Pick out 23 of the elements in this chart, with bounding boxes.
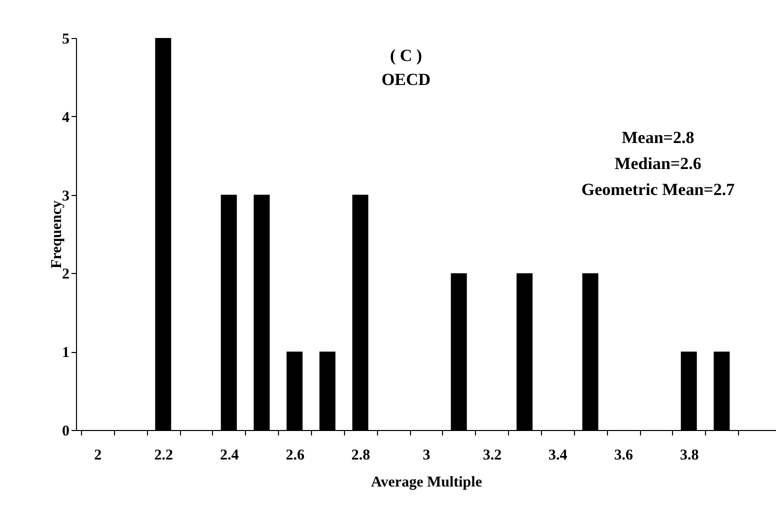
y-tick-label: 3 xyxy=(62,188,70,204)
text: ( C ) xyxy=(390,46,422,65)
y-tick-label: 5 xyxy=(62,32,70,48)
x-tick-label: 2.2 xyxy=(154,448,174,464)
x-tick-label: 3.6 xyxy=(614,448,634,464)
annotation: Median=2.6 xyxy=(614,154,702,173)
y-tick-label: 4 xyxy=(62,110,70,126)
x-tick-label: 3 xyxy=(422,448,430,464)
y-tick-label: 0 xyxy=(62,424,70,440)
annotation: Mean=2.8 xyxy=(622,128,694,147)
x-tick-label: 2 xyxy=(94,448,102,464)
x-axis-title: Average Multiple xyxy=(371,474,482,490)
x-tick-label: 3.2 xyxy=(482,448,502,464)
x-tick-label: 3.4 xyxy=(548,448,568,464)
x-tick-label: 2.6 xyxy=(286,448,305,464)
text: OECD xyxy=(381,70,431,89)
x-tick-label: 2.4 xyxy=(220,448,240,464)
y-tick-label: 1 xyxy=(62,345,70,362)
y-tick-label: 2 xyxy=(62,266,70,283)
x-tick-label: 2.8 xyxy=(351,448,370,464)
x-tick-label: 3.8 xyxy=(680,448,699,464)
annotation: Geometric Mean=2.7 xyxy=(581,180,736,199)
y-axis-title: Frequency xyxy=(49,200,65,269)
